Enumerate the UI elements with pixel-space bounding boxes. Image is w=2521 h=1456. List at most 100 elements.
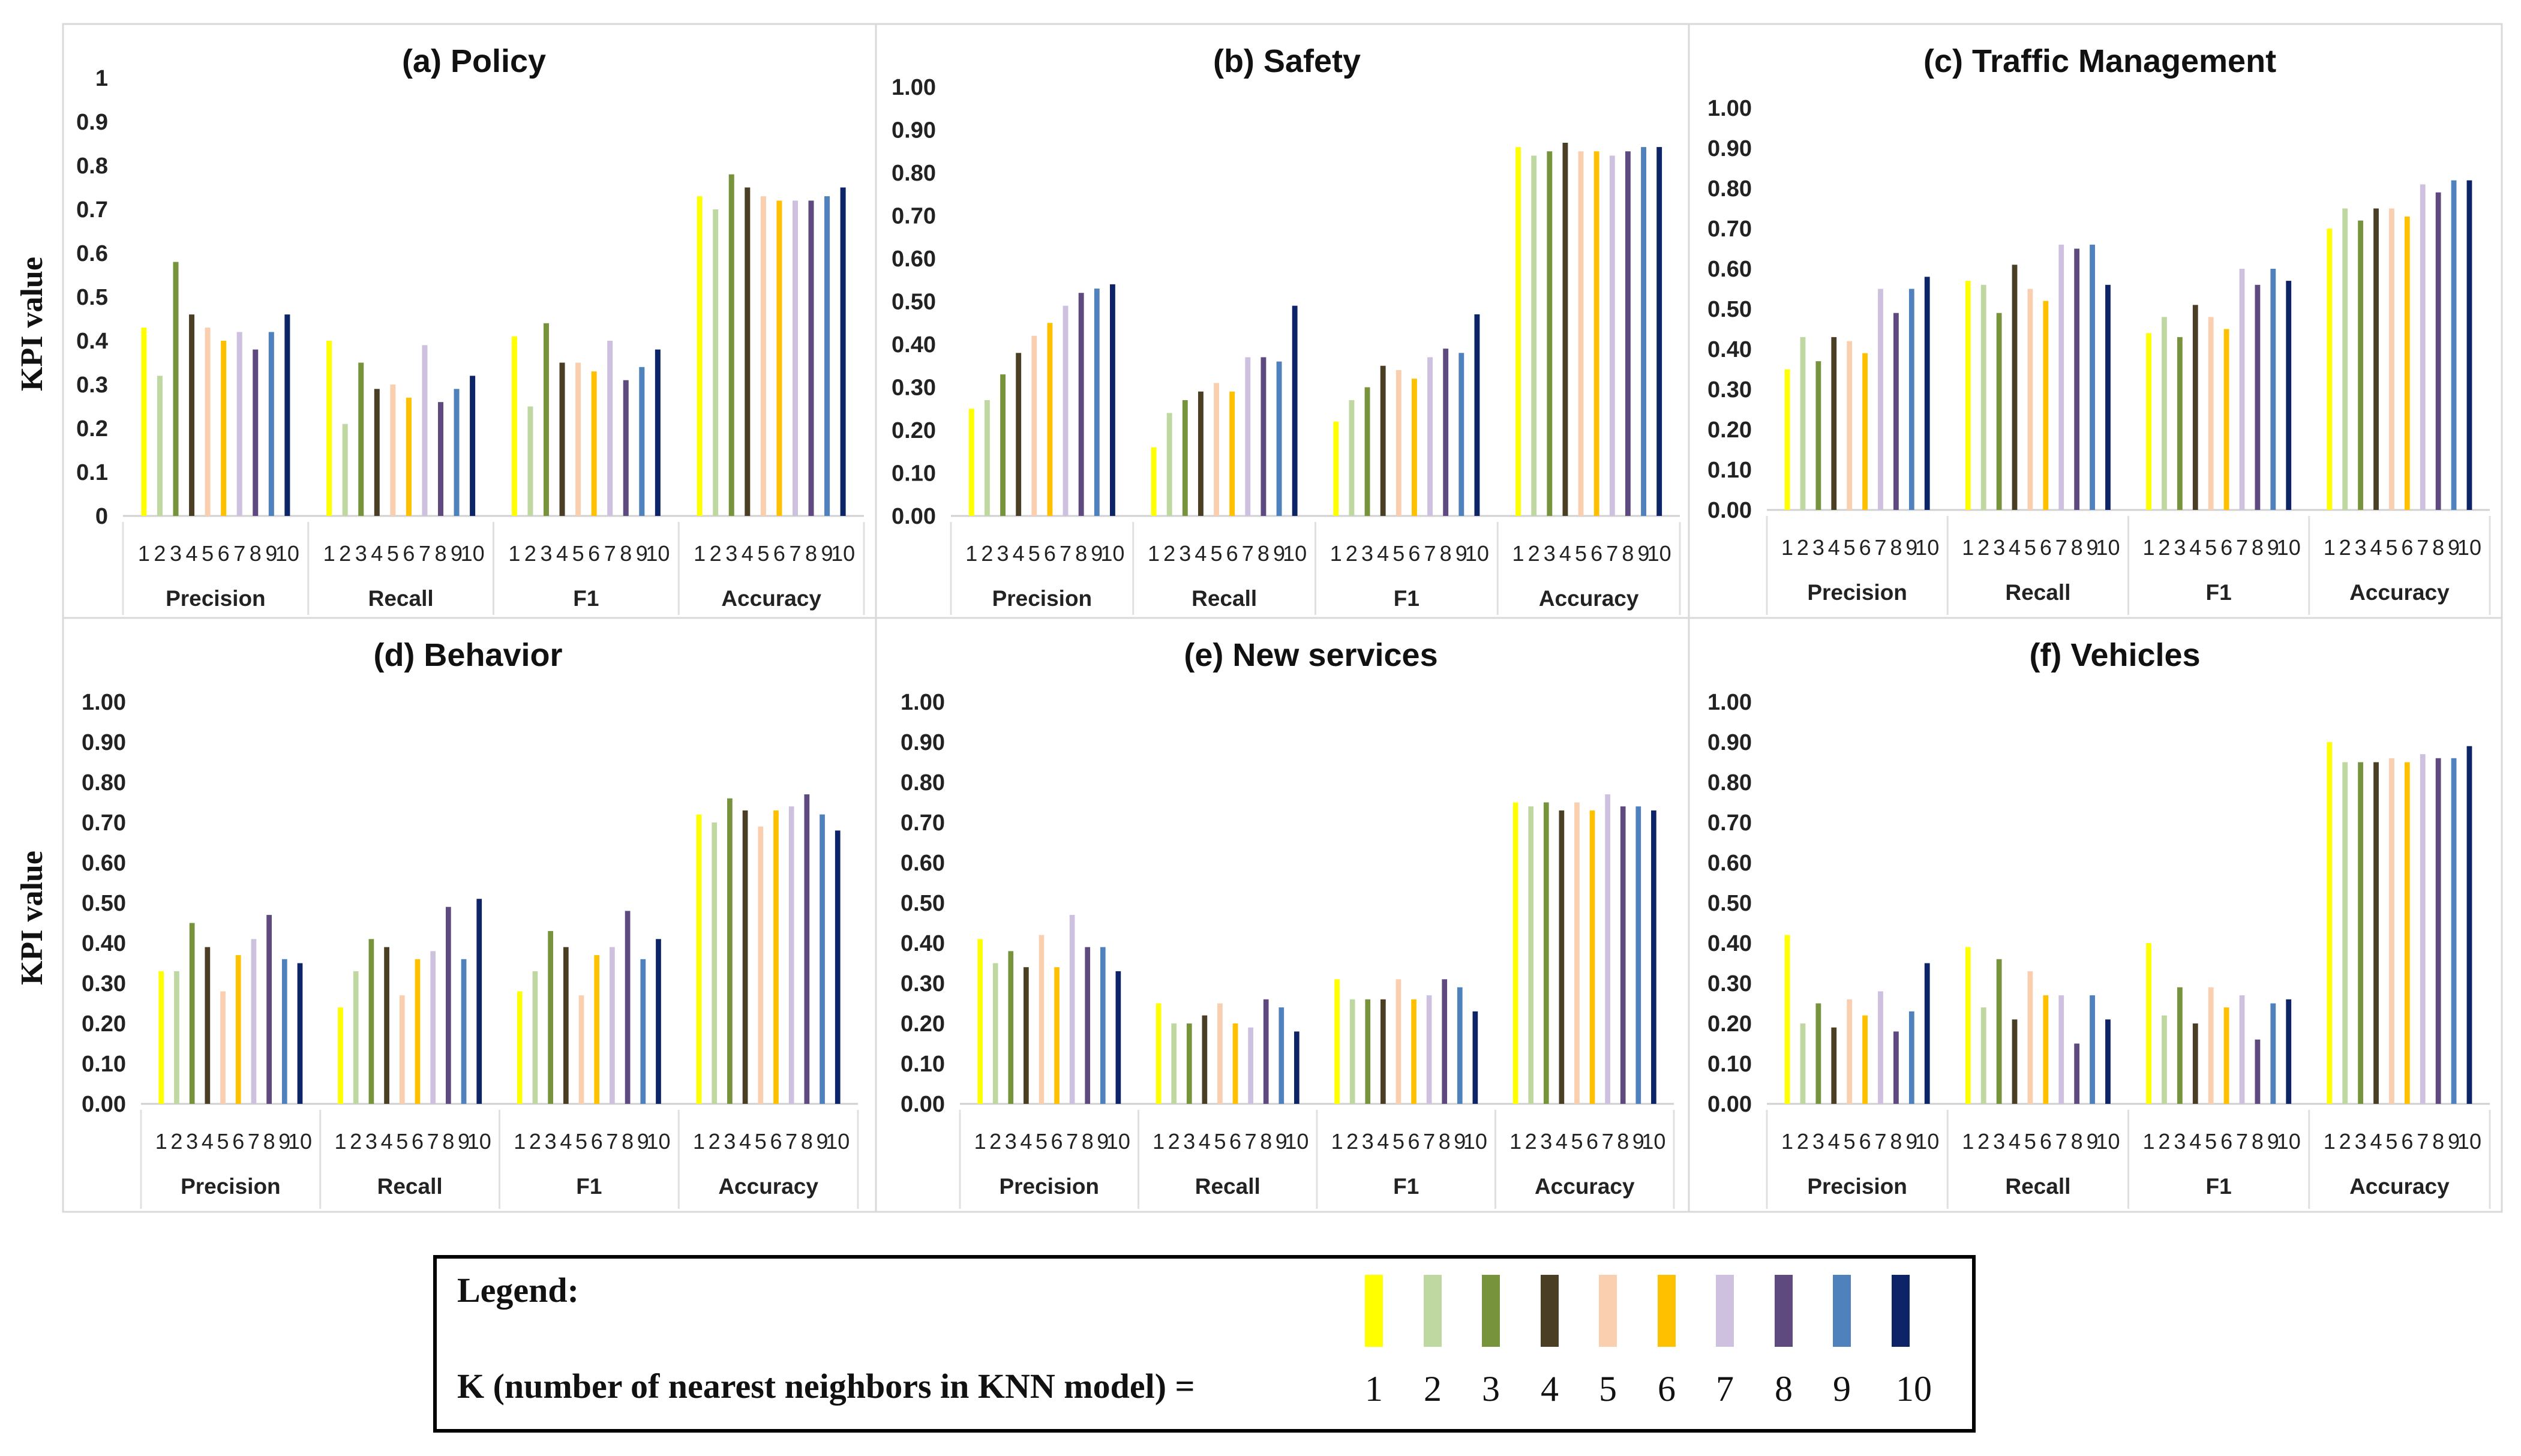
y-tick-label: 0.8	[76, 154, 108, 179]
bar-f1-k9	[2270, 1003, 2276, 1104]
k-tick-label: 3	[540, 541, 552, 566]
panels: (a) Policy00.10.20.30.40.50.60.70.80.911…	[62, 23, 2503, 1213]
panel-title: (f) Vehicles	[2029, 637, 2200, 673]
bar-accuracy-k10	[840, 187, 846, 516]
bar-f1-k8	[625, 911, 631, 1104]
bar-accuracy-k2	[712, 822, 718, 1104]
bar-f1-k9	[640, 959, 646, 1104]
bar-accuracy-k2	[713, 209, 719, 516]
k-tick-label: 2	[2339, 1129, 2351, 1154]
bar-accuracy-k5	[758, 826, 764, 1104]
k-tick-label: 7	[1066, 1129, 1078, 1154]
y-tick-label: 0.80	[901, 770, 945, 795]
k-tick-label: 9	[1905, 535, 1917, 560]
k-tick-label: 10	[2457, 1129, 2481, 1154]
bar-accuracy-k4	[1559, 810, 1565, 1104]
bar-recall-k3	[1186, 1023, 1192, 1104]
bar-recall-k8	[1263, 999, 1269, 1104]
bar-accuracy-k4	[742, 810, 748, 1104]
y-tick-label: 0.30	[1707, 377, 1752, 403]
bar-accuracy-k8	[808, 200, 814, 516]
k-tick-label: 1	[1962, 1129, 1974, 1154]
bar-accuracy-k10	[1656, 147, 1662, 517]
k-tick-label: 6	[1226, 541, 1238, 566]
y-tick-label: 0.10	[901, 1052, 945, 1077]
bar-accuracy-k1	[2327, 742, 2333, 1104]
k-tick-label: 1	[514, 1129, 526, 1154]
bar-accuracy-k2	[1531, 155, 1537, 516]
k-tick-label: 7	[785, 1129, 797, 1154]
y-tick-label: 0.50	[1707, 297, 1752, 322]
k-tick-label: 4	[556, 541, 568, 566]
legend-number: 7	[1716, 1369, 1734, 1409]
bar-accuracy-k1	[697, 196, 703, 517]
bar-accuracy-k4	[2373, 762, 2379, 1104]
y-tick-label: 0.80	[1707, 770, 1752, 795]
bar-accuracy-k3	[2358, 762, 2364, 1104]
k-tick-label: 7	[2417, 1129, 2429, 1154]
bar-recall-k10	[1292, 305, 1298, 516]
k-tick-label: 1	[1509, 1129, 1521, 1154]
bar-f1-k8	[1442, 979, 1448, 1104]
k-tick-label: 5	[1392, 1129, 1404, 1154]
bar-recall-k6	[406, 397, 412, 516]
legend-swatch-k6	[1658, 1275, 1676, 1347]
k-tick-label: 3	[1993, 1129, 2005, 1154]
bar-precision-k9	[1908, 289, 1914, 510]
k-tick-label: 6	[773, 541, 785, 566]
bar-accuracy-k7	[1609, 155, 1615, 516]
k-tick-label: 2	[350, 1129, 362, 1154]
panel-title: (b) Safety	[1213, 43, 1361, 79]
k-tick-label: 4	[739, 1129, 751, 1154]
bar-f1-k8	[2255, 284, 2261, 510]
bar-recall-k2	[1980, 284, 1986, 510]
y-tick-label: 0.90	[1707, 136, 1752, 161]
k-tick-label: 9	[2448, 535, 2460, 560]
bar-recall-k5	[1217, 1003, 1223, 1104]
bar-accuracy-k9	[1641, 147, 1646, 517]
bar-f1-k10	[2286, 281, 2292, 510]
k-tick-label: 6	[1408, 1129, 1420, 1154]
y-tick-label: 0.20	[901, 1011, 945, 1037]
k-tick-label: 4	[186, 541, 198, 566]
legend-number: 10	[1896, 1369, 1932, 1409]
k-tick-label: 9	[2267, 535, 2279, 560]
k-tick-label: 1	[1330, 541, 1342, 566]
k-tick-label: 1	[1512, 541, 1524, 566]
legend-swatch-k9	[1833, 1275, 1851, 1347]
k-tick-label: 6	[1590, 541, 1602, 566]
k-tick-label: 3	[1362, 1129, 1374, 1154]
bar-f1-k1	[2146, 943, 2151, 1104]
bar-recall-k10	[470, 376, 476, 516]
bar-accuracy-k3	[1547, 151, 1553, 516]
y-tick-label: 0.3	[76, 373, 108, 398]
k-tick-label: 2	[154, 541, 166, 566]
k-tick-label: 2	[709, 1129, 721, 1154]
k-tick-label: 8	[1622, 541, 1634, 566]
k-tick-label: 9	[1455, 541, 1467, 566]
k-tick-label: 1	[2324, 1129, 2336, 1154]
k-tick-label: 4	[381, 1129, 393, 1154]
y-tick-label: 0.00	[82, 1092, 126, 1117]
bar-f1-k1	[1334, 979, 1340, 1104]
bar-recall-k8	[2074, 1043, 2080, 1104]
bar-accuracy-k3	[727, 798, 733, 1104]
bar-precision-k10	[1115, 971, 1121, 1104]
k-tick-label: 7	[1423, 1129, 1435, 1154]
panel-title: (d) Behavior	[373, 637, 562, 673]
k-tick-label: 6	[2040, 535, 2052, 560]
k-tick-label: 10	[1915, 535, 1939, 560]
bar-accuracy-k9	[2451, 180, 2457, 511]
y-tick-label: 0.70	[1707, 810, 1752, 836]
k-tick-label: 5	[2024, 535, 2036, 560]
bar-recall-k7	[2058, 244, 2064, 510]
bar-accuracy-k8	[804, 794, 810, 1104]
k-tick-label: 3	[1812, 1129, 1824, 1154]
k-tick-label: 2	[2158, 535, 2170, 560]
category-label: Recall	[2005, 580, 2070, 605]
y-tick-label: 0.10	[82, 1052, 126, 1077]
k-tick-label: 8	[2432, 535, 2444, 560]
k-tick-label: 5	[217, 1129, 229, 1154]
k-tick-label: 7	[1874, 535, 1886, 560]
bar-recall-k9	[454, 389, 460, 516]
